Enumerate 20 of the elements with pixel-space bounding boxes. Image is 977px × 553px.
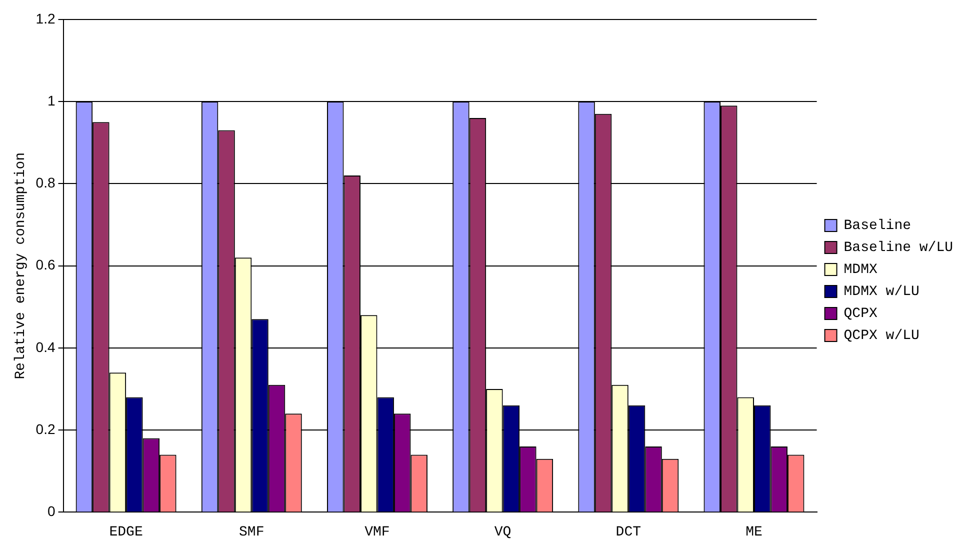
legend-label: Baseline xyxy=(844,218,911,234)
x-tick-label: ME xyxy=(746,524,762,540)
y-tick-label: 1.2 xyxy=(36,10,56,26)
legend-label: QCPX w/LU xyxy=(844,328,920,344)
legend-label: QCPX xyxy=(844,306,878,322)
y-tick-label: 0.2 xyxy=(36,420,56,437)
legend-label: MDMX xyxy=(844,262,878,278)
y-tick-label: 1 xyxy=(47,92,56,108)
x-tick-label: VMF xyxy=(364,524,390,540)
y-axis-title: Relative energy consumption xyxy=(13,152,30,380)
x-tick-label: DCT xyxy=(616,524,642,540)
x-tick-label: SMF xyxy=(239,524,264,540)
y-tick-label: 0 xyxy=(47,503,56,520)
x-tick-label: EDGE xyxy=(109,524,143,540)
y-tick-label: 0.8 xyxy=(36,174,56,191)
x-tick-label: VQ xyxy=(494,524,512,540)
legend-label: Baseline w/LU xyxy=(844,240,953,256)
y-tick-label: 0.4 xyxy=(36,338,56,355)
y-tick-label: 0.6 xyxy=(36,256,56,273)
legend-label: MDMX w/LU xyxy=(844,284,920,300)
